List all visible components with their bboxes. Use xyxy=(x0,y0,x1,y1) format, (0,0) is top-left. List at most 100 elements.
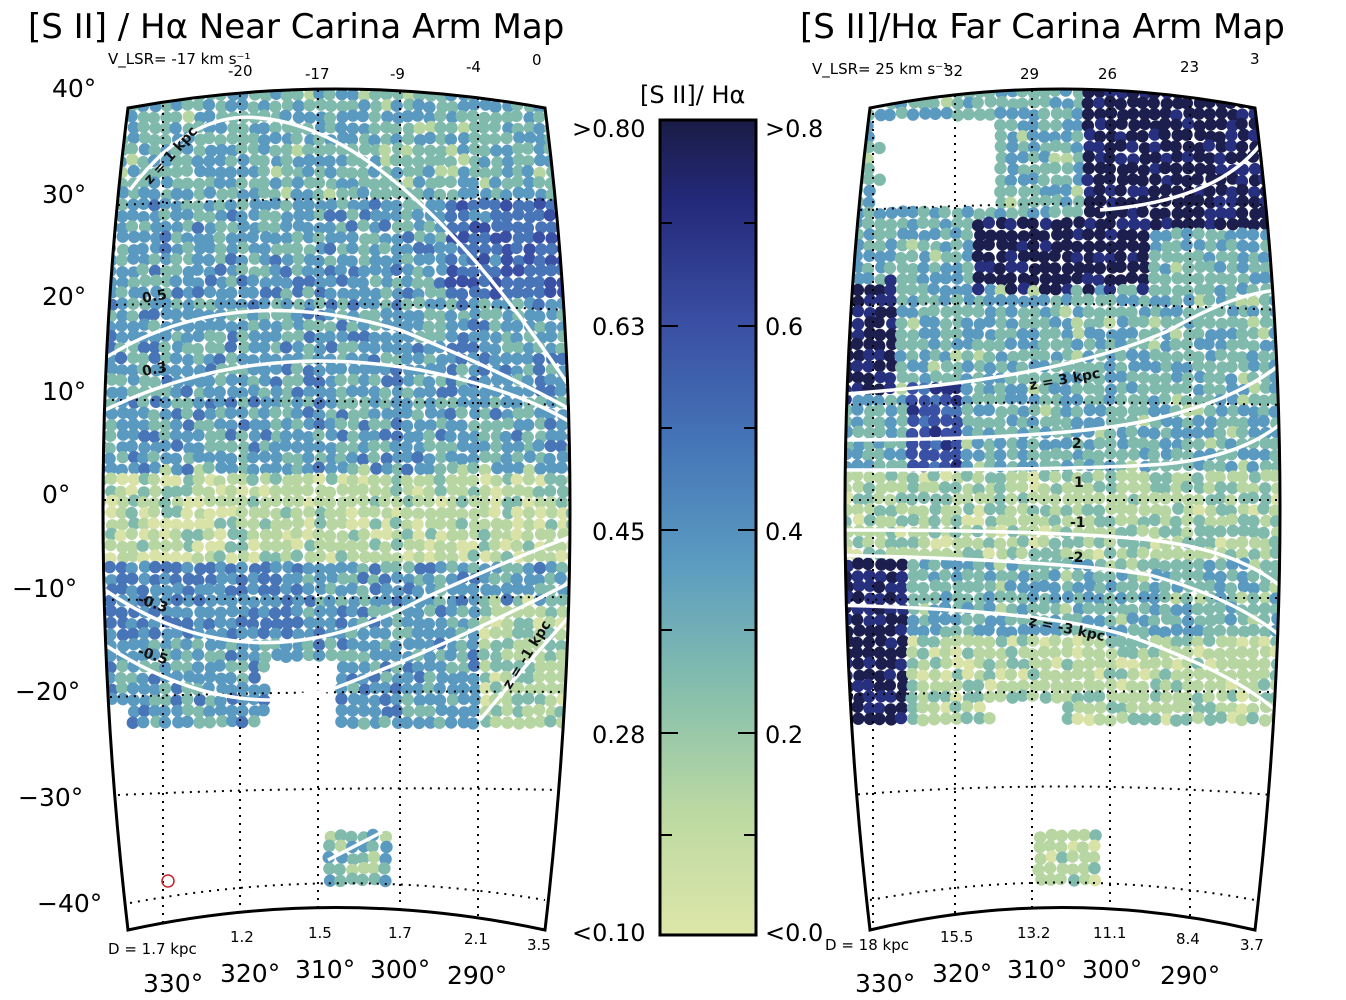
map-pixel xyxy=(433,627,447,640)
map-pixel xyxy=(1279,713,1280,727)
map-pixel xyxy=(544,276,557,290)
map-pixel xyxy=(875,634,888,647)
map-pixel xyxy=(357,265,371,278)
map-pixel xyxy=(895,689,908,703)
map-pixel xyxy=(556,507,570,520)
map-pixel xyxy=(336,330,349,343)
map-pixel xyxy=(303,209,316,222)
map-pixel xyxy=(125,484,138,497)
map-pixel xyxy=(1103,592,1116,605)
map-pixel xyxy=(246,274,259,287)
map-pixel xyxy=(1213,384,1227,397)
map-pixel xyxy=(303,330,317,344)
map-pixel xyxy=(116,309,129,322)
map-pixel xyxy=(905,338,919,351)
map-pixel xyxy=(478,595,491,608)
map-pixel xyxy=(1281,393,1293,405)
map-pixel xyxy=(466,109,479,123)
map-pixel xyxy=(1081,471,1094,484)
map-pixel xyxy=(961,514,974,527)
map-pixel xyxy=(455,363,469,376)
map-pixel xyxy=(1258,448,1272,462)
map-pixel xyxy=(489,452,503,465)
map-pixel xyxy=(446,396,460,410)
map-pixel xyxy=(851,700,864,713)
map-pixel xyxy=(884,558,897,571)
map-pixel xyxy=(1193,667,1206,681)
map-pixel xyxy=(883,447,896,461)
map-pixel xyxy=(994,129,1008,143)
map-pixel xyxy=(202,528,215,541)
map-pixel xyxy=(872,315,885,329)
map-pixel xyxy=(203,353,216,367)
map-pixel xyxy=(950,559,964,572)
map-pixel xyxy=(534,462,547,475)
map-pixel xyxy=(534,474,548,487)
map-pixel xyxy=(1061,481,1075,495)
map-pixel xyxy=(1116,229,1130,242)
map-pixel xyxy=(962,679,975,692)
left-distance-tick: D = 1.7 kpc xyxy=(108,940,197,958)
map-pixel xyxy=(125,220,139,233)
map-pixel xyxy=(413,230,427,243)
map-pixel xyxy=(291,263,304,277)
map-pixel xyxy=(225,99,238,113)
map-pixel xyxy=(444,648,457,662)
map-pixel xyxy=(488,354,502,367)
map-pixel xyxy=(960,536,973,549)
map-pixel xyxy=(1213,261,1227,274)
map-pixel xyxy=(325,428,338,441)
map-pixel xyxy=(962,580,975,594)
map-pixel xyxy=(1225,129,1238,142)
map-pixel xyxy=(940,493,953,506)
map-pixel xyxy=(511,681,525,695)
map-pixel xyxy=(216,593,229,606)
map-pixel xyxy=(1259,339,1273,353)
map-pixel xyxy=(1172,284,1185,298)
map-pixel xyxy=(193,144,206,158)
map-pixel xyxy=(853,624,866,637)
map-pixel xyxy=(874,273,888,286)
map-pixel xyxy=(227,330,240,344)
map-pixel xyxy=(1006,437,1019,450)
map-pixel xyxy=(908,89,921,100)
map-pixel xyxy=(193,242,207,255)
map-pixel xyxy=(290,362,303,375)
map-pixel xyxy=(480,420,493,433)
map-pixel xyxy=(433,188,447,202)
map-pixel xyxy=(1172,502,1185,515)
map-pixel xyxy=(949,691,963,705)
map-pixel xyxy=(874,108,888,122)
map-pixel xyxy=(469,683,482,696)
map-pixel xyxy=(227,527,240,540)
map-pixel xyxy=(1280,186,1292,198)
map-pixel xyxy=(850,469,864,482)
map-pixel xyxy=(1247,315,1260,329)
map-pixel xyxy=(985,329,998,342)
map-pixel xyxy=(1106,197,1119,210)
map-pixel xyxy=(304,89,317,102)
map-pixel xyxy=(103,307,108,320)
map-pixel xyxy=(1236,570,1250,584)
map-pixel xyxy=(873,670,887,683)
map-pixel xyxy=(280,288,293,301)
map-pixel xyxy=(1192,206,1205,219)
map-pixel xyxy=(1028,195,1041,208)
map-pixel xyxy=(1149,668,1162,682)
map-pixel xyxy=(127,373,140,386)
map-pixel xyxy=(478,288,491,301)
map-pixel xyxy=(845,217,854,231)
map-pixel xyxy=(370,287,383,301)
map-pixel xyxy=(235,254,248,267)
map-pixel xyxy=(347,484,360,497)
map-pixel xyxy=(850,613,864,626)
map-pixel xyxy=(1103,283,1117,296)
map-pixel xyxy=(1247,218,1261,232)
map-pixel xyxy=(191,552,204,565)
map-pixel xyxy=(313,376,326,389)
map-pixel xyxy=(445,121,458,135)
map-pixel xyxy=(367,451,380,464)
map-pixel xyxy=(873,173,886,186)
map-pixel xyxy=(818,217,830,229)
map-pixel xyxy=(1204,679,1217,693)
